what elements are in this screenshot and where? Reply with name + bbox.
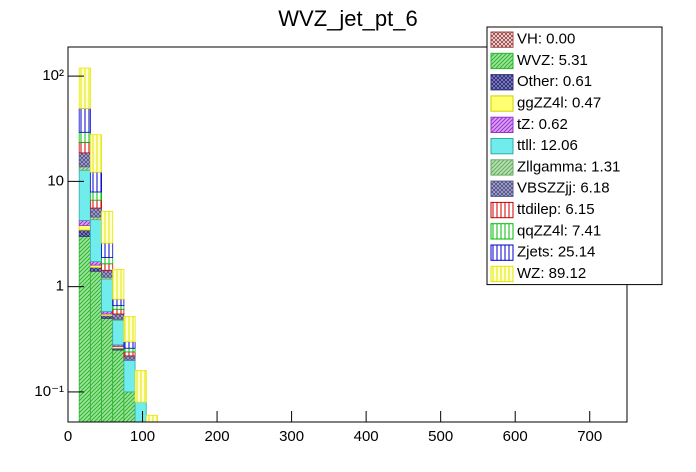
- bar-segment: [134, 401, 147, 423]
- bar-segment: [134, 370, 147, 403]
- x-tick-label: 500: [428, 428, 453, 445]
- bar-segment: [123, 347, 136, 353]
- legend-swatch: [490, 223, 514, 240]
- bar-segment: [112, 308, 125, 315]
- x-tick-label: 100: [130, 428, 155, 445]
- legend-label: Other: 0.61: [517, 73, 592, 90]
- bar-segment: [112, 313, 125, 320]
- bar-segment: [101, 210, 114, 244]
- legend-swatch: [490, 159, 514, 176]
- bar-segment: [78, 166, 91, 171]
- legend-swatch: [490, 95, 514, 112]
- legend-swatch: [490, 180, 514, 197]
- legend-label: ggZZ4l: 0.47: [517, 95, 601, 112]
- bar-segment: [112, 305, 125, 310]
- bar-segment: [101, 269, 114, 278]
- bar-segment: [123, 316, 136, 343]
- legend-label: qqZZ4l: 7.41: [517, 222, 601, 239]
- bar-segment: [78, 67, 91, 109]
- bar-segment: [89, 191, 102, 201]
- bar-segment: [78, 219, 91, 226]
- bar-segment: [78, 225, 91, 231]
- bar-segment: [145, 414, 158, 423]
- legend-swatch: [490, 52, 514, 70]
- legend-label: WZ: 89.12: [517, 265, 586, 282]
- legend-swatch: [490, 265, 514, 283]
- legend-label: WVZ: 5.31: [517, 52, 588, 69]
- legend-swatch: [490, 201, 514, 219]
- bar-segment: [101, 263, 114, 271]
- bar-segment: [78, 131, 91, 143]
- bar-segment: [78, 152, 91, 168]
- bar-segment: [89, 207, 102, 218]
- bar-segment: [123, 359, 136, 393]
- legend-label: Zllgamma: 1.31: [517, 158, 620, 175]
- bar-segment: [123, 355, 136, 361]
- legend-label: ttll: 12.06: [517, 137, 578, 154]
- y-tick-label: 10⁻¹: [34, 383, 64, 400]
- legend-label: ttdilep: 6.15: [517, 201, 595, 218]
- x-tick-label: 0: [64, 428, 72, 445]
- y-tick-label: 10: [47, 172, 64, 189]
- bar-segment: [89, 171, 102, 193]
- bar-segment: [112, 319, 125, 346]
- y-tick-label: 10²: [42, 67, 64, 84]
- legend-swatch: [490, 138, 514, 155]
- legend-label: tZ: 0.62: [517, 116, 568, 133]
- legend-swatch: [490, 74, 514, 91]
- bar-segment: [89, 134, 102, 173]
- bar-segment: [112, 268, 125, 300]
- chart-title: WVZ_jet_pt_6: [278, 6, 417, 31]
- x-tick-label: 200: [205, 428, 230, 445]
- bar-segment: [101, 257, 114, 265]
- bar-segment: [89, 270, 102, 423]
- y-tick-label: 1: [56, 278, 64, 295]
- x-tick-label: 700: [577, 428, 602, 445]
- x-tick-label: 600: [503, 428, 528, 445]
- bar-segment: [78, 169, 91, 221]
- bar-segment: [89, 199, 102, 209]
- bar-segment: [101, 278, 114, 312]
- legend-swatch: [490, 116, 514, 133]
- legend-label: Zjets: 25.14: [517, 244, 595, 261]
- x-tick-label: 300: [279, 428, 304, 445]
- bar-segment: [78, 236, 91, 423]
- bar-segment: [89, 261, 102, 266]
- bar-segment: [101, 317, 114, 423]
- legend-swatch: [490, 244, 514, 261]
- bar-segment: [78, 108, 91, 133]
- legend-swatch: [490, 31, 514, 48]
- bar-segment: [123, 391, 136, 423]
- bar-segment: [123, 351, 136, 357]
- bar-segment: [112, 298, 125, 307]
- legend-label: VBSZZjj: 6.18: [517, 180, 610, 197]
- bar-segment: [101, 242, 114, 258]
- bar-segment: [78, 229, 91, 237]
- bar-segment: [112, 349, 125, 423]
- x-tick-label: 400: [354, 428, 379, 445]
- legend-label: VH: 0.00: [517, 31, 575, 48]
- bar-segment: [78, 141, 91, 154]
- bar-segment: [89, 219, 102, 262]
- legend-box: [486, 26, 663, 286]
- bar-segment: [89, 267, 102, 272]
- bar-segment: [123, 341, 136, 349]
